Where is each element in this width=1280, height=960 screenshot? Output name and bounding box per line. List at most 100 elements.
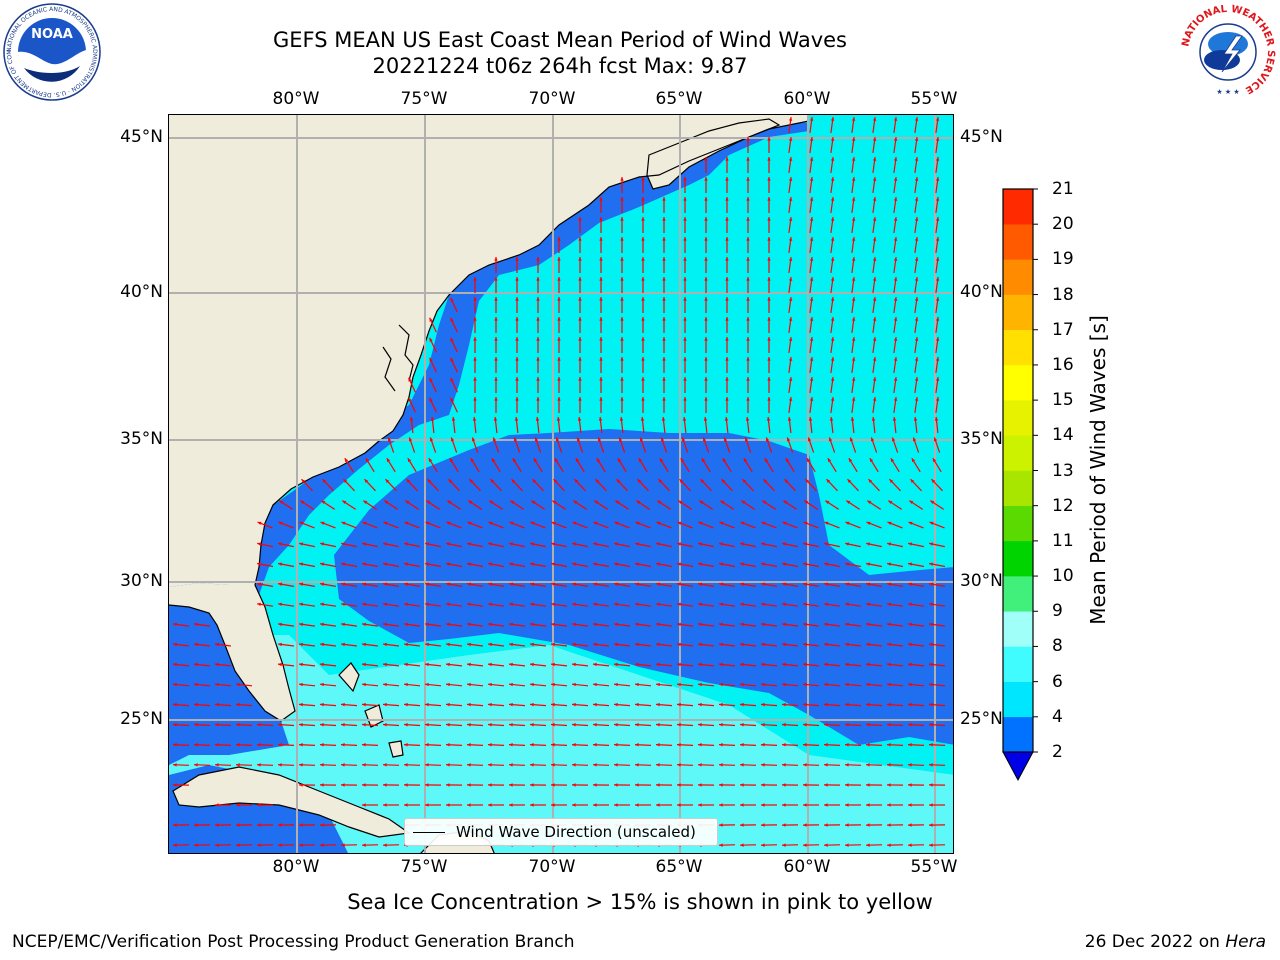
- wind-wave-arrowhead: [467, 542, 471, 546]
- colorbar-tick-label: 14: [1052, 425, 1074, 446]
- wind-wave-arrowhead: [404, 642, 408, 647]
- wind-wave-arrowhead: [803, 843, 807, 847]
- wind-wave-arrowhead: [194, 662, 198, 667]
- wind-wave-arrowhead: [341, 642, 345, 647]
- wind-wave-arrowhead: [446, 642, 450, 647]
- wind-wave-arrowhead: [887, 622, 891, 627]
- wind-wave-arrowhead: [278, 542, 282, 546]
- wind-wave-arrowhead: [740, 562, 744, 566]
- wind-wave-arrowhead: [740, 763, 744, 767]
- wind-wave-arrowhead: [704, 357, 708, 361]
- wind-wave-arrowhead: [704, 337, 708, 341]
- wind-wave-arrowhead: [908, 662, 912, 667]
- wind-wave-arrowhead: [635, 723, 639, 727]
- wind-wave-arrowhead: [467, 702, 471, 707]
- wind-wave-arrowhead: [914, 157, 919, 161]
- wind-wave-arrowhead: [746, 197, 750, 201]
- wind-wave-arrowhead: [641, 197, 645, 201]
- wind-wave-arrowhead: [683, 397, 687, 401]
- wind-wave-arrowhead: [595, 479, 600, 483]
- wind-wave-arrowhead: [830, 217, 835, 221]
- lon-label: 75°W: [400, 89, 448, 109]
- wind-wave-arrowhead: [698, 763, 702, 767]
- wind-wave-arrowhead: [746, 377, 750, 381]
- wind-wave-arrowhead: [635, 803, 639, 807]
- host-name: Hera: [1225, 932, 1266, 952]
- wind-wave-arrowhead: [824, 823, 828, 827]
- wind-wave-arrowhead: [429, 337, 433, 342]
- wind-wave-arrowhead: [641, 217, 645, 221]
- wind-wave-arrowhead: [557, 257, 561, 261]
- wind-wave-arrowhead: [725, 237, 729, 241]
- wind-wave-arrowhead: [845, 642, 849, 647]
- wind-wave-arrowhead: [278, 562, 282, 566]
- wind-wave-arrowhead: [593, 743, 597, 747]
- wind-wave-arrowhead: [404, 542, 408, 546]
- wind-wave-arrowhead: [641, 397, 645, 401]
- wind-wave-arrowhead: [620, 277, 624, 281]
- wind-wave-arrowhead: [536, 397, 540, 401]
- wind-wave-arrowhead: [446, 521, 451, 525]
- wind-wave-arrowhead: [173, 682, 177, 687]
- wind-wave-arrowhead: [829, 417, 834, 421]
- wind-wave-arrowhead: [467, 803, 471, 807]
- wind-wave-arrowhead: [599, 317, 603, 321]
- wind-wave-arrowhead: [215, 743, 219, 747]
- wind-wave-arrowhead: [635, 542, 639, 546]
- wind-wave-arrowhead: [893, 357, 898, 361]
- wind-wave-arrowhead: [824, 662, 828, 667]
- wind-wave-arrowhead: [278, 843, 282, 847]
- wind-wave-arrowhead: [488, 763, 492, 767]
- wind-wave-arrowhead: [450, 357, 454, 362]
- wind-wave-arrowhead: [467, 783, 471, 787]
- wind-wave-arrowhead: [788, 277, 793, 281]
- wind-wave-arrowhead: [701, 458, 706, 463]
- wind-wave-arrowhead: [620, 197, 624, 201]
- wind-wave-arrowhead: [872, 277, 877, 281]
- wind-wave-arrowhead: [236, 723, 240, 727]
- wind-wave-arrowhead: [767, 377, 771, 381]
- wind-wave-arrowhead: [617, 458, 622, 463]
- wind-wave-arrowhead: [851, 357, 856, 361]
- wind-wave-arrowhead: [887, 783, 891, 787]
- wind-wave-arrowhead: [320, 642, 324, 647]
- wind-wave-arrowhead: [530, 723, 534, 727]
- wind-wave-arrowhead: [721, 479, 726, 483]
- wind-wave-arrowhead: [599, 377, 603, 381]
- colorbar-tick-label: 18: [1052, 284, 1074, 305]
- wind-wave-arrowhead: [194, 823, 198, 827]
- wind-wave-arrowhead: [929, 743, 933, 747]
- wind-wave-arrowhead: [677, 803, 681, 807]
- wind-wave-arrowhead: [656, 743, 660, 747]
- wind-wave-arrowhead: [470, 458, 475, 463]
- wind-wave-arrowhead: [428, 458, 433, 463]
- wind-wave-arrowhead: [320, 602, 324, 606]
- wind-wave-arrowhead: [851, 157, 856, 161]
- wind-wave-arrowhead: [746, 317, 750, 321]
- wind-wave-arrowhead: [194, 723, 198, 727]
- colorbar-tick-label: 11: [1052, 530, 1074, 551]
- wind-wave-arrowhead: [830, 317, 835, 321]
- wind-wave-arrowhead: [473, 397, 477, 401]
- wind-wave-arrowhead: [845, 702, 849, 707]
- wind-wave-arrowhead: [914, 317, 919, 321]
- generation-date-text: 26 Dec 2022 on: [1084, 932, 1226, 952]
- wind-wave-arrowhead: [635, 743, 639, 747]
- wind-wave-arrowhead: [488, 521, 493, 525]
- wind-wave-arrowhead: [362, 803, 366, 807]
- wind-wave-arrowhead: [803, 582, 807, 586]
- wind-wave-arrowhead: [893, 377, 898, 381]
- colorbar-segment: [1003, 364, 1033, 401]
- wind-wave-arrowhead: [929, 582, 933, 586]
- wind-wave-arrowhead: [509, 562, 513, 566]
- wind-wave-arrowhead: [683, 177, 687, 181]
- wind-wave-arrowhead: [532, 479, 537, 483]
- wind-wave-arrowhead: [656, 582, 660, 586]
- wind-wave-arrowhead: [446, 682, 450, 687]
- wind-wave-arrowhead: [719, 702, 723, 707]
- map-subtitle: 20221224 t06z 264h fcst Max: 9.87: [372, 54, 748, 78]
- wind-wave-arrowhead: [787, 417, 792, 421]
- wind-wave-arrowhead: [765, 437, 770, 442]
- wind-wave-arrowhead: [809, 397, 814, 401]
- lat-label: 45°N: [960, 127, 1003, 147]
